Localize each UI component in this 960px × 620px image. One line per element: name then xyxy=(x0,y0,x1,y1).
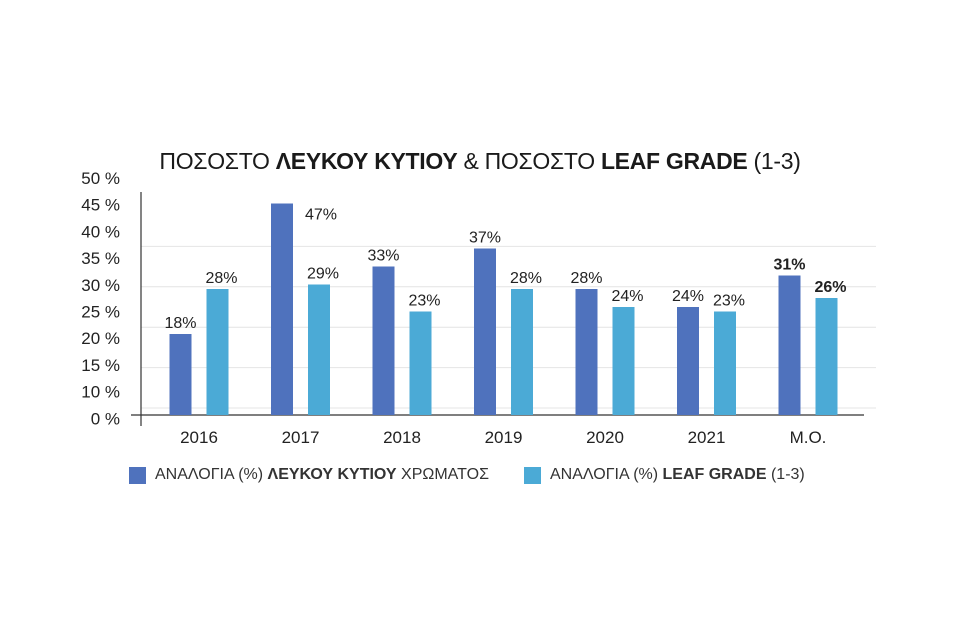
y-tick-label: 35 % xyxy=(81,249,120,268)
bar-white-box xyxy=(677,307,699,415)
data-label: 47% xyxy=(305,207,337,224)
data-label: 26% xyxy=(814,279,846,296)
data-label: 24% xyxy=(611,288,643,305)
data-label: 31% xyxy=(773,257,805,274)
x-tick-label: 2018 xyxy=(383,428,421,447)
bar-white-box xyxy=(474,248,496,415)
bar-leaf-grade xyxy=(714,311,736,415)
y-tick-label: 25 % xyxy=(81,303,120,322)
x-tick-label: 2020 xyxy=(586,428,624,447)
legend-swatch-leaf-grade xyxy=(524,466,541,484)
data-label: 28% xyxy=(510,270,542,287)
data-label: 18% xyxy=(164,315,196,332)
y-tick-label: 0 % xyxy=(91,409,120,428)
y-tick-label: 40 % xyxy=(81,222,120,241)
x-tick-label: Μ.Ο. xyxy=(790,428,827,447)
title-part-1: ΠΟΣΟΣΤΟ xyxy=(159,148,276,174)
bar-leaf-grade xyxy=(511,289,533,415)
x-tick-label: 2016 xyxy=(180,428,218,447)
data-label: 37% xyxy=(469,230,501,247)
data-label: 28% xyxy=(205,270,237,287)
bar-leaf-grade xyxy=(612,307,635,415)
legend-label-leaf-grade: ΑΝΑΛΟΓΙΑ (%) LEAF GRADE (1-3) xyxy=(550,466,805,483)
data-label: 23% xyxy=(408,293,440,310)
x-tick-label: 2021 xyxy=(688,428,726,447)
y-tick-label: 15 % xyxy=(81,356,120,375)
bar-leaf-grade xyxy=(409,311,432,415)
legend-item-leaf-grade: ΑΝΑΛΟΓΙΑ (%) LEAF GRADE (1-3) xyxy=(524,466,805,484)
x-tick-label: 2017 xyxy=(282,428,320,447)
legend-item-white-box: ΑΝΑΛΟΓΙΑ (%) ΛΕΥΚΟΥ ΚΥΤΙΟΥ ΧΡΩΜΑΤΟΣ xyxy=(129,466,489,484)
bar-white-box xyxy=(169,334,192,415)
bar-white-box xyxy=(372,266,395,415)
title-part-4: LEAF GRADE xyxy=(600,148,748,174)
y-tick-label: 45 % xyxy=(81,196,120,215)
title-part-2: ΛΕΥΚΟΥ ΚΥΤΙΟΥ xyxy=(275,148,458,174)
chart-title: ΠΟΣΟΣΤΟ ΛΕΥΚΟΥ ΚΥΤΙΟΥ & ΠΟΣΟΣΤΟ LEAF GRA… xyxy=(0,148,960,175)
bar-leaf-grade xyxy=(308,284,330,415)
title-part-3: & ΠΟΣΟΣΤΟ xyxy=(457,148,601,174)
bar-leaf-grade xyxy=(206,289,229,415)
legend-swatch-white-box xyxy=(129,466,146,484)
bar-white-box xyxy=(778,275,801,415)
data-label: 23% xyxy=(713,293,745,310)
bar-white-box xyxy=(575,289,598,415)
bar-white-box xyxy=(271,203,293,415)
title-part-5: (1-3) xyxy=(747,148,801,174)
bar-leaf-grade xyxy=(815,298,838,415)
y-tick-label: 10 % xyxy=(81,383,120,402)
data-label: 28% xyxy=(570,270,602,287)
legend-label-white-box: ΑΝΑΛΟΓΙΑ (%) ΛΕΥΚΟΥ ΚΥΤΙΟΥ ΧΡΩΜΑΤΟΣ xyxy=(155,466,489,483)
data-label: 29% xyxy=(307,266,339,283)
data-label: 33% xyxy=(367,248,399,265)
data-label: 24% xyxy=(672,288,704,305)
x-tick-label: 2019 xyxy=(485,428,523,447)
y-tick-label: 50 % xyxy=(81,169,120,188)
y-tick-label: 30 % xyxy=(81,276,120,295)
y-tick-label: 20 % xyxy=(81,329,120,348)
